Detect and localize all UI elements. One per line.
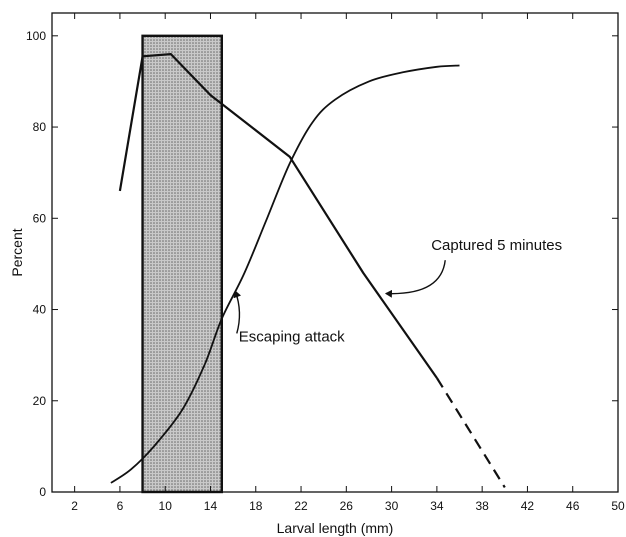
y-tick-label: 80: [33, 120, 47, 134]
x-tick-label: 42: [521, 499, 535, 513]
y-tick-label: 0: [39, 485, 46, 499]
series-captured-5-minutes: [118, 53, 438, 379]
series-escaping-attack: [110, 64, 460, 484]
x-tick-label: 6: [117, 499, 124, 513]
annotation-layer: Captured 5 minutes Escaping attack: [233, 237, 562, 345]
axes-layer: 2 6 10 14 18 22 26 30 34 38 42 46 50020406080100Larv…: [9, 12, 625, 536]
x-tick-label: 30: [385, 499, 399, 513]
x-tick-label: 14: [204, 499, 218, 513]
annotation-captured-5-minutes-arrow: [384, 260, 446, 298]
x-tick-label: 2: [71, 499, 78, 513]
x-tick-label: 46: [566, 499, 580, 513]
x-tick-label: 34: [430, 499, 444, 513]
y-tick-label: 40: [33, 303, 47, 317]
x-axis-label: Larval length (mm): [277, 520, 394, 536]
y-tick-label: 100: [26, 29, 46, 43]
x-tick-label: 38: [475, 499, 489, 513]
x-tick-label: 22: [294, 499, 308, 513]
x-tick-label: 26: [340, 499, 354, 513]
plot-frame: [51, 12, 619, 493]
series-captured-5-minutes-dashed: [435, 377, 506, 488]
shaded-band: [141, 34, 223, 494]
y-axis-label: Percent: [9, 228, 25, 276]
x-tick-label: 10: [159, 499, 173, 513]
y-tick-label: 60: [33, 211, 47, 225]
series-layer: [110, 53, 506, 488]
annotation-escaping-attack-arrow: [233, 290, 242, 334]
annotation-captured-5-minutes: Captured 5 minutes: [431, 237, 562, 254]
y-tick-label: 20: [33, 394, 47, 408]
annotation-escaping-attack: Escaping attack: [239, 328, 345, 345]
shaded-band-layer: [141, 34, 223, 494]
x-tick-label: 18: [249, 499, 263, 513]
x-tick-label: 50: [611, 499, 625, 513]
